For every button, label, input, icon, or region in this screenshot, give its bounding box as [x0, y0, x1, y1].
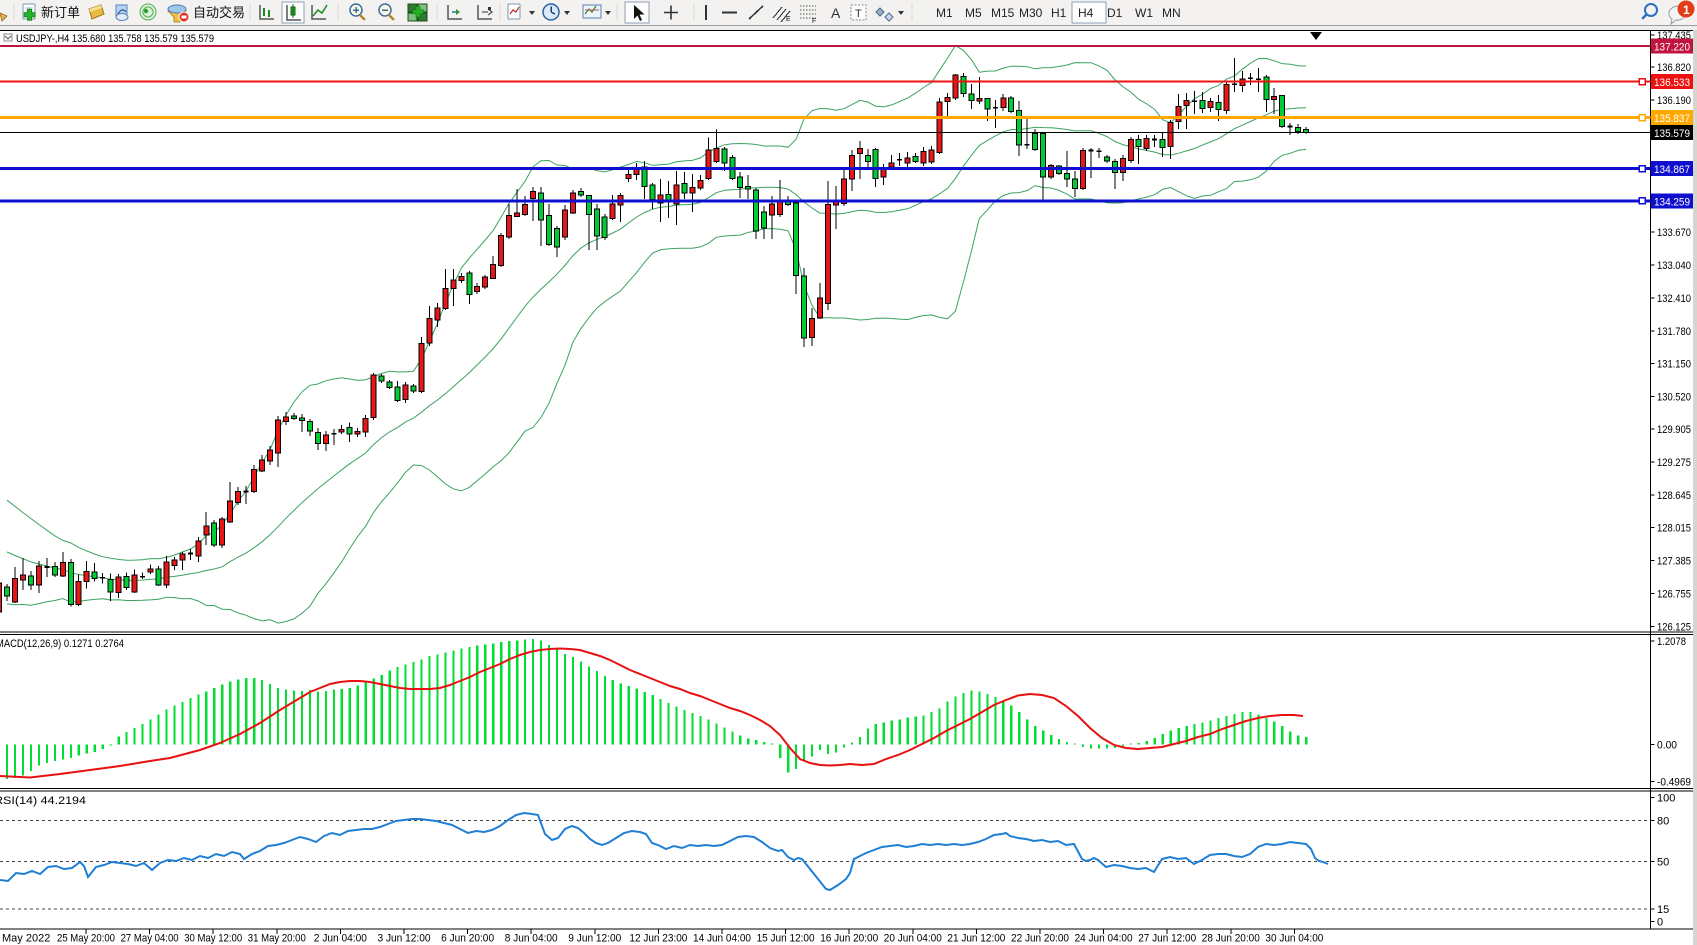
svg-text:D1: D1 [1107, 6, 1123, 20]
svg-text:31 May 20:00: 31 May 20:00 [248, 933, 306, 945]
svg-text:8 Jun 04:00: 8 Jun 04:00 [505, 933, 558, 945]
svg-text:15: 15 [1657, 904, 1669, 916]
svg-text:134.867: 134.867 [1654, 164, 1690, 176]
svg-text:9 Jun 12:00: 9 Jun 12:00 [568, 933, 621, 945]
svg-text:135.579: 135.579 [1654, 128, 1690, 140]
svg-text:129.275: 129.275 [1657, 457, 1691, 469]
svg-text:MACD(12,26,9) 0.1271 0.2764: MACD(12,26,9) 0.1271 0.2764 [0, 638, 124, 650]
svg-text:新订单: 新订单 [41, 5, 80, 20]
svg-text:1: 1 [1683, 3, 1690, 17]
svg-text:100: 100 [1657, 793, 1675, 805]
svg-text:27 May 04:00: 27 May 04:00 [121, 933, 179, 945]
svg-text:1.2078: 1.2078 [1657, 636, 1686, 648]
svg-text:16 Jun 20:00: 16 Jun 20:00 [820, 933, 878, 945]
svg-text:27 Jun 12:00: 27 Jun 12:00 [1138, 933, 1196, 945]
svg-text:W1: W1 [1135, 6, 1153, 20]
svg-text:15 Jun 12:00: 15 Jun 12:00 [757, 933, 815, 945]
svg-text:136.533: 136.533 [1654, 77, 1690, 89]
svg-text:133.670: 133.670 [1657, 227, 1691, 239]
svg-text:24 Jun 04:00: 24 Jun 04:00 [1075, 933, 1133, 945]
svg-text:129.905: 129.905 [1657, 424, 1691, 436]
svg-text:H4: H4 [1078, 6, 1094, 20]
svg-text:132.410: 132.410 [1657, 293, 1691, 305]
svg-text:126.125: 126.125 [1657, 622, 1691, 634]
svg-text:30 May 12:00: 30 May 12:00 [184, 933, 242, 945]
svg-text:134.259: 134.259 [1654, 196, 1690, 208]
svg-text:-0.4969: -0.4969 [1657, 777, 1691, 789]
svg-text:M1: M1 [936, 6, 953, 20]
svg-text:136.190: 136.190 [1657, 95, 1691, 107]
svg-text:M5: M5 [965, 6, 982, 20]
svg-text:0.00: 0.00 [1657, 740, 1677, 752]
svg-text:21 Jun 12:00: 21 Jun 12:00 [947, 933, 1005, 945]
svg-text:130.520: 130.520 [1657, 392, 1691, 404]
svg-text:F: F [812, 18, 816, 25]
svg-text:2 Jun 04:00: 2 Jun 04:00 [314, 933, 367, 945]
svg-text:25 May 20:00: 25 May 20:00 [57, 933, 115, 945]
svg-text:May 2022: May 2022 [2, 933, 50, 945]
svg-text:22 Jun 20:00: 22 Jun 20:00 [1011, 933, 1069, 945]
svg-text:20 Jun 04:00: 20 Jun 04:00 [884, 933, 942, 945]
svg-text:30 Jun 04:00: 30 Jun 04:00 [1265, 933, 1323, 945]
svg-text:137.220: 137.220 [1654, 42, 1690, 54]
svg-text:RSI(14) 44.2194: RSI(14) 44.2194 [0, 795, 86, 807]
svg-text:MN: MN [1162, 6, 1181, 20]
svg-text:E: E [786, 16, 791, 23]
svg-text:自动交易: 自动交易 [193, 5, 245, 20]
svg-text:M30: M30 [1019, 6, 1043, 20]
svg-text:136.820: 136.820 [1657, 62, 1691, 74]
svg-text:M15: M15 [991, 6, 1015, 20]
svg-text:131.150: 131.150 [1657, 359, 1691, 371]
svg-text:USDJPY-,H4 135.680 135.758 13: USDJPY-,H4 135.680 135.758 135.579 135.5… [16, 33, 214, 45]
svg-text:135.837: 135.837 [1654, 113, 1690, 125]
svg-text:H1: H1 [1051, 6, 1067, 20]
svg-text:3 Jun 12:00: 3 Jun 12:00 [378, 933, 431, 945]
svg-text:128.015: 128.015 [1657, 523, 1691, 535]
svg-text:128.645: 128.645 [1657, 490, 1691, 502]
svg-text:6 Jun 20:00: 6 Jun 20:00 [441, 933, 494, 945]
svg-text:28 Jun 20:00: 28 Jun 20:00 [1202, 933, 1260, 945]
svg-text:14 Jun 04:00: 14 Jun 04:00 [693, 933, 751, 945]
svg-text:A: A [831, 5, 841, 21]
svg-text:80: 80 [1657, 815, 1669, 827]
svg-text:12 Jun 23:00: 12 Jun 23:00 [629, 933, 687, 945]
svg-text:127.385: 127.385 [1657, 556, 1691, 568]
svg-text:131.780: 131.780 [1657, 326, 1691, 338]
svg-text:133.040: 133.040 [1657, 260, 1691, 272]
svg-text:50: 50 [1657, 856, 1669, 868]
svg-text:0: 0 [1657, 917, 1663, 929]
svg-text:T: T [855, 8, 862, 20]
svg-text:126.755: 126.755 [1657, 589, 1691, 601]
